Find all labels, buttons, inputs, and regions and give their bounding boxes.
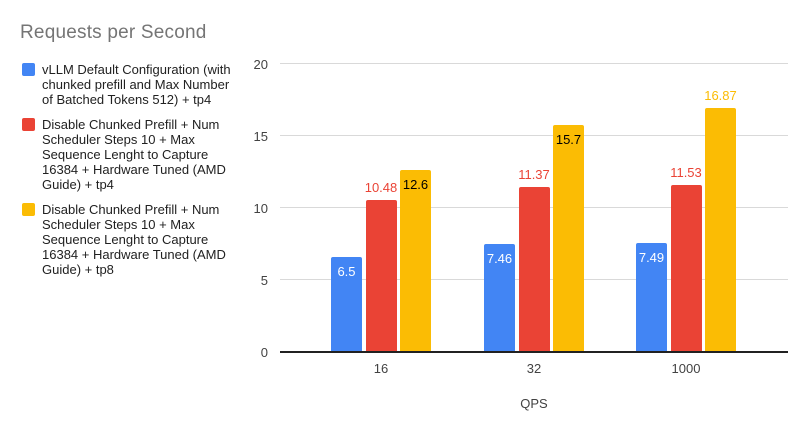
bar-16-series1[interactable] [365,200,397,351]
bar-value-label: 10.48 [364,180,398,196]
bar-32-series1[interactable] [518,187,550,351]
x-axis-category-label: 32 [526,361,542,376]
y-axis-tick-label: 5 [260,273,268,288]
legend-item: Disable Chunked Prefill + Num Scheduler … [22,202,250,277]
bar-32-series0[interactable] [484,243,515,351]
legend-swatch-icon [22,63,35,76]
bar-value-label: 16.87 [704,88,737,104]
bar-16-series0[interactable] [331,257,362,351]
bar-value-label: 7.46 [486,250,513,266]
plot-area: 6.5 10.48 12.6 7.46 11.37 15.7 7.49 11.53 16.87 [280,63,788,353]
bar-1000-series2[interactable] [705,108,736,351]
bar-1000-series1[interactable] [670,184,702,351]
y-axis-tick-label: 15 [253,129,268,144]
chart-title: Requests per Second [20,22,207,43]
x-axis-category-label: 16 [373,361,389,376]
gridline [280,135,788,136]
y-axis-tick-label: 0 [260,345,268,360]
legend: vLLM Default Configuration (with chunked… [22,62,250,277]
bar-32-series2[interactable] [553,124,584,351]
bar-value-label: 12.6 [402,176,429,192]
bar-value-label: 6.5 [337,264,356,280]
legend-item: vLLM Default Configuration (with chunked… [22,62,250,107]
gridline [280,63,788,64]
bar-value-label: 11.37 [518,167,550,183]
legend-label: vLLM Default Configuration (with chunked… [42,62,231,107]
bar-value-label: 11.53 [670,164,702,180]
bar-value-label: 15.7 [555,131,582,147]
bar-16-series2[interactable] [400,169,431,351]
x-axis-category-label: 1000 [671,361,701,376]
x-axis-title: QPS [520,396,548,411]
y-axis-tick-label: 10 [253,201,268,216]
legend-label: Disable Chunked Prefill + Num Scheduler … [42,202,226,277]
legend-swatch-icon [22,203,35,216]
legend-label: Disable Chunked Prefill + Num Scheduler … [42,117,226,192]
y-axis-tick-label: 20 [253,57,268,72]
legend-swatch-icon [22,118,35,131]
bar-value-label: 7.49 [638,250,665,266]
legend-item: Disable Chunked Prefill + Num Scheduler … [22,117,250,192]
bar-1000-series0[interactable] [636,243,667,351]
